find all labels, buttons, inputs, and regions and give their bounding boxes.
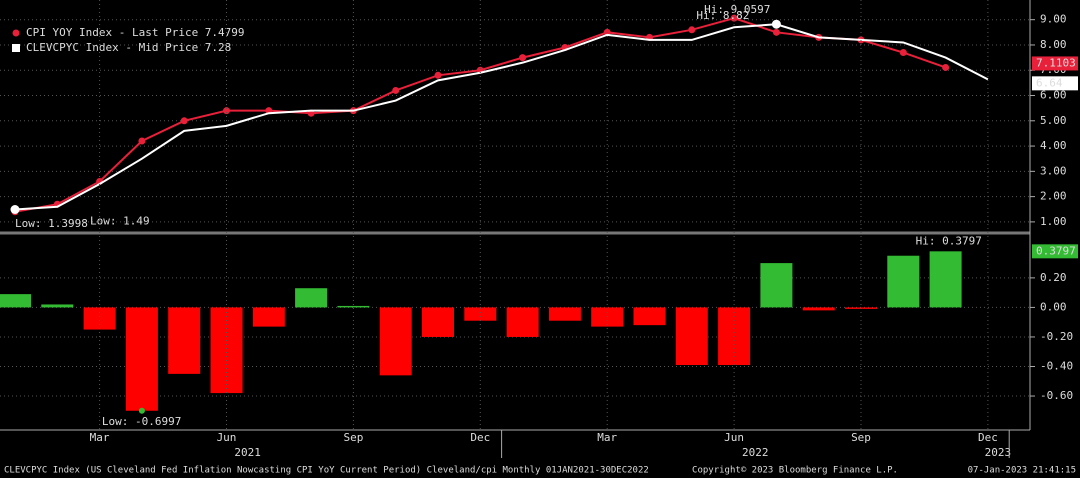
- x-year-label: 2023: [985, 446, 1012, 459]
- extreme-point: [10, 205, 20, 215]
- y-tick-label: 0.00: [1040, 300, 1067, 313]
- y-tick-label: -0.40: [1040, 359, 1073, 372]
- x-tick-label: Mar: [597, 431, 617, 444]
- footer-date: 07-Jan-2023 21:41:15: [968, 466, 1076, 476]
- y-tick-label: 1.00: [1040, 215, 1067, 228]
- point: [223, 107, 230, 115]
- bar: [379, 307, 412, 376]
- point: [434, 71, 442, 79]
- low-label: Low: -0.6997: [102, 415, 181, 428]
- x-tick-label: Jun: [724, 431, 744, 444]
- y-tick-label: 2.00: [1040, 190, 1067, 203]
- last-value-tag: [1032, 56, 1078, 71]
- bar: [802, 307, 835, 311]
- last-value-label: 0.3797: [1036, 244, 1076, 257]
- last-value-label: 6.64: [1036, 76, 1063, 89]
- y-tick-label: 6.00: [1040, 89, 1067, 102]
- bar: [422, 307, 454, 337]
- legend-marker: [12, 44, 20, 52]
- bar: [337, 305, 370, 308]
- y-tick-label: 9.00: [1040, 13, 1067, 26]
- bar: [760, 263, 793, 308]
- bar: [83, 307, 116, 330]
- bar: [548, 307, 581, 321]
- last-value-tag: [1032, 76, 1078, 91]
- legend-label: CPI YOY Index - Last Price 7.4799: [26, 26, 245, 39]
- x-tick-label: Sep: [343, 431, 363, 444]
- y-tick-label: 8.00: [1040, 38, 1067, 51]
- point: [519, 54, 527, 62]
- bar: [929, 251, 962, 308]
- point: [392, 86, 400, 94]
- extreme-point: [771, 19, 781, 29]
- x-tick-label: Dec: [978, 431, 998, 444]
- x-tick-label: Dec: [470, 431, 490, 444]
- hi-label: Hi: 9.0597: [704, 3, 770, 16]
- last-value-label: 7.1103: [1036, 56, 1076, 69]
- hi-label: Hi: 0.3797: [916, 234, 982, 247]
- x-year-label: 2022: [742, 446, 769, 459]
- x-year-label: 2021: [234, 446, 261, 459]
- bar: [887, 255, 920, 308]
- y-tick-label: -0.20: [1040, 330, 1073, 343]
- y-tick-label: -0.60: [1040, 389, 1073, 402]
- footer-source: CLEVCPYC Index (US Cleveland Fed Inflati…: [4, 466, 649, 476]
- point: [688, 26, 696, 34]
- point: [942, 63, 950, 71]
- bar: [295, 288, 328, 308]
- point: [180, 117, 188, 125]
- footer-copyright: Copyright© 2023 Bloomberg Finance L.P.: [692, 466, 898, 476]
- last-value-tag: [1032, 244, 1078, 259]
- extreme-point: [138, 407, 145, 414]
- bar: [633, 307, 666, 326]
- bar: [675, 307, 708, 366]
- hi-label: Hi: 8.82: [696, 9, 749, 22]
- bar: [210, 307, 243, 394]
- low-label: Low: 1.3998: [15, 217, 88, 230]
- bar: [125, 307, 158, 411]
- point: [730, 14, 738, 22]
- bar: [252, 307, 285, 327]
- y-tick-label: 0.20: [1040, 271, 1067, 284]
- bar: [464, 307, 497, 321]
- bar: [506, 307, 539, 337]
- x-tick-label: Mar: [90, 431, 110, 444]
- legend-marker: [12, 29, 20, 37]
- y-tick-label: 3.00: [1040, 164, 1067, 177]
- y-tick-label: 5.00: [1040, 114, 1067, 127]
- bar: [0, 294, 31, 308]
- x-tick-label: Sep: [851, 431, 871, 444]
- point: [899, 49, 907, 57]
- y-tick-label: 4.00: [1040, 139, 1067, 152]
- bar: [591, 307, 624, 327]
- series-line: [14, 23, 989, 211]
- point: [138, 137, 146, 145]
- legend-label: CLEVCPYC Index - Mid Price 7.28: [26, 41, 231, 54]
- low-label: Low: 1.49: [90, 215, 150, 228]
- bar: [168, 307, 201, 374]
- bar: [41, 304, 74, 308]
- point: [772, 28, 780, 36]
- x-tick-label: Jun: [217, 431, 237, 444]
